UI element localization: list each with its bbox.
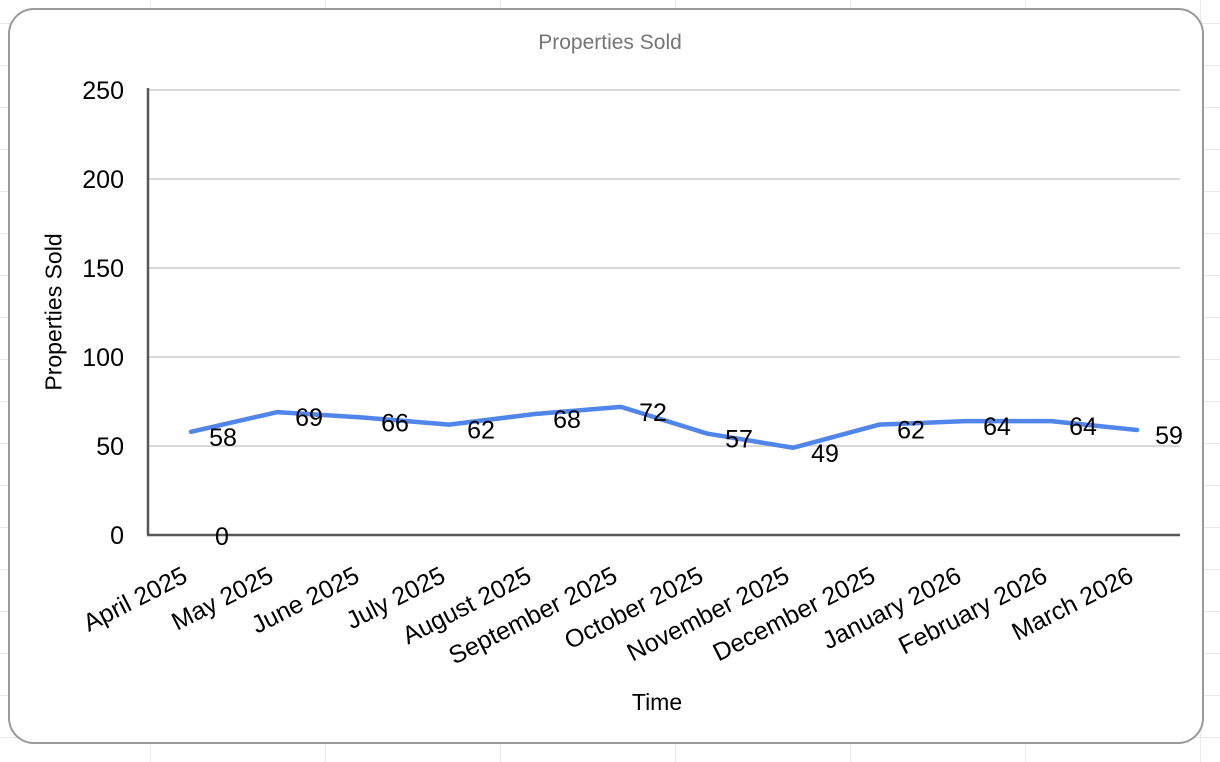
data-label: 68 — [553, 406, 581, 434]
y-axis-title: Properties Sold — [40, 233, 67, 391]
chart-card[interactable] — [8, 8, 1204, 744]
y-tick-label: 150 — [82, 255, 124, 283]
data-label: 62 — [467, 417, 495, 445]
x-axis-title: Time — [631, 689, 683, 715]
chart-title: Properties Sold — [538, 31, 682, 54]
series-line — [188, 404, 1140, 451]
y-tick-label: 200 — [82, 166, 124, 194]
data-label: 62 — [897, 417, 925, 445]
y-tick-label: 100 — [82, 344, 124, 372]
y-tick-label: 50 — [96, 433, 124, 461]
data-label: 66 — [381, 410, 409, 438]
data-label: 58 — [209, 424, 237, 452]
y-tick-label: 0 — [110, 522, 124, 550]
data-label: 64 — [983, 413, 1011, 441]
data-label: 49 — [811, 440, 839, 468]
data-label-zero: 0 — [215, 523, 229, 551]
data-label: 57 — [725, 426, 753, 454]
y-tick-label: 250 — [82, 77, 124, 105]
data-label: 69 — [295, 404, 323, 432]
data-label: 72 — [639, 399, 667, 427]
data-label: 64 — [1069, 413, 1097, 441]
data-label: 59 — [1155, 422, 1183, 450]
